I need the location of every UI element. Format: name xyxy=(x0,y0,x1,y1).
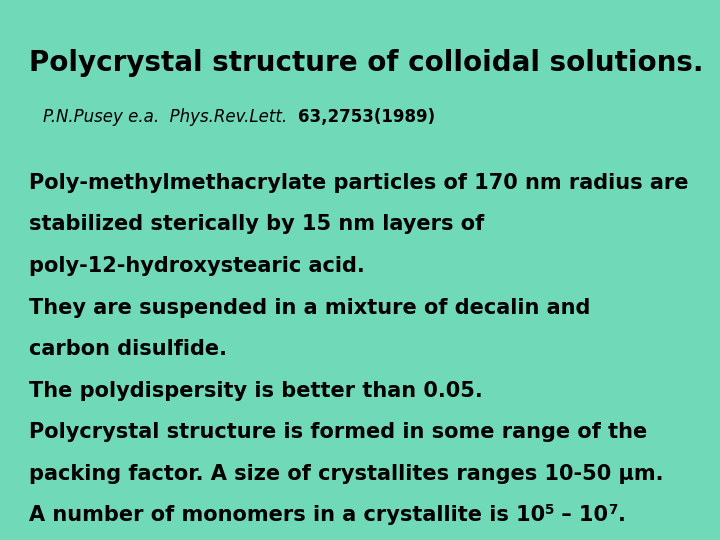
Text: A number of monomers in a crystallite is 10: A number of monomers in a crystallite is… xyxy=(29,505,545,525)
Text: 63,2753(1989): 63,2753(1989) xyxy=(298,108,435,126)
Text: – 10: – 10 xyxy=(554,505,608,525)
Text: packing factor. A size of crystallites ranges 10-50 μm.: packing factor. A size of crystallites r… xyxy=(29,464,663,484)
Text: 5: 5 xyxy=(545,503,554,517)
Text: poly-12-hydroxystearic acid.: poly-12-hydroxystearic acid. xyxy=(29,256,364,276)
Text: carbon disulfide.: carbon disulfide. xyxy=(29,339,227,359)
Text: P.N.Pusey e.a.  Phys.Rev.Lett.: P.N.Pusey e.a. Phys.Rev.Lett. xyxy=(43,108,298,126)
Text: .: . xyxy=(618,505,626,525)
Text: 7: 7 xyxy=(608,503,618,517)
Text: Poly-methylmethacrylate particles of 170 nm radius are: Poly-methylmethacrylate particles of 170… xyxy=(29,173,688,193)
Text: stabilized sterically by 15 nm layers of: stabilized sterically by 15 nm layers of xyxy=(29,214,484,234)
Text: They are suspended in a mixture of decalin and: They are suspended in a mixture of decal… xyxy=(29,298,590,318)
Text: Polycrystal structure of colloidal solutions.: Polycrystal structure of colloidal solut… xyxy=(29,49,703,77)
Text: Polycrystal structure is formed in some range of the: Polycrystal structure is formed in some … xyxy=(29,422,647,442)
Text: The polydispersity is better than 0.05.: The polydispersity is better than 0.05. xyxy=(29,381,482,401)
